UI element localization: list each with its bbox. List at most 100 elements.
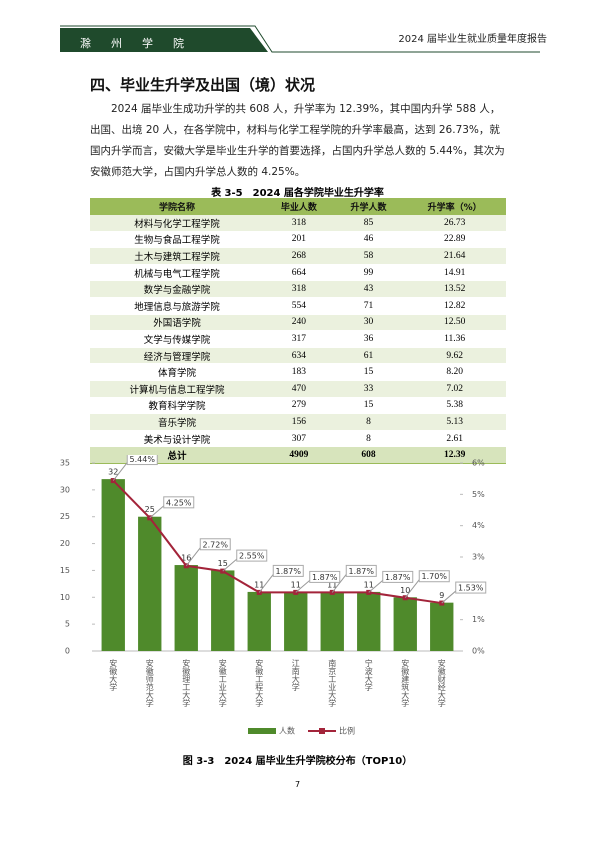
table-cell: 33 xyxy=(333,380,404,398)
x-tick-label: 安徽大学 xyxy=(109,658,118,691)
table-row: 美术与设计学院 307 8 2.61 xyxy=(90,430,506,448)
bar xyxy=(357,591,381,651)
y-tick-label: 25 xyxy=(60,512,70,521)
table-cell: 生物与食品工程学院 xyxy=(90,231,265,249)
table-cell: 5.13 xyxy=(403,413,506,431)
callout-line xyxy=(222,558,238,572)
x-tick-label: 安徽建筑大学 xyxy=(401,658,410,707)
table-caption: 表 3-5 2024 届各学院毕业生升学率 xyxy=(211,188,384,199)
table-cell: 2.61 xyxy=(403,430,506,448)
x-tick-label: 安徽理工大学 xyxy=(182,658,191,707)
table-cell: 21.64 xyxy=(403,247,506,265)
table-cell: 13.52 xyxy=(403,280,506,298)
table-cell: 240 xyxy=(264,314,334,332)
table: 学院名称 毕业人数 升学人数 升学率（%） 材料与化学工程学院 318 85 26.73 生物与… xyxy=(90,198,506,464)
table-cell: 数学与金融学院 xyxy=(90,280,265,298)
line-label: 1.87% xyxy=(349,567,375,576)
table-cell: 8 xyxy=(333,430,404,448)
callout-line xyxy=(149,505,165,519)
legend-swatch xyxy=(248,728,276,734)
y-tick-label: 15 xyxy=(60,566,70,575)
table-cell: 15 xyxy=(333,363,404,381)
bar xyxy=(430,602,454,651)
legend-label: 比例 xyxy=(339,726,355,736)
table-cell: 8 xyxy=(333,413,404,431)
legend-label: 人数 xyxy=(279,726,295,736)
table-cell: 71 xyxy=(333,297,404,315)
y2-tick-label: 6% xyxy=(472,459,485,468)
callout-line xyxy=(112,462,128,481)
table-cell: 664 xyxy=(264,264,334,282)
x-tick-label: 南京工业大学 xyxy=(328,658,337,707)
y-tick-label: 5 xyxy=(65,620,70,629)
callout-line xyxy=(368,580,384,593)
table-row: 音乐学院 156 8 5.13 xyxy=(90,413,506,431)
callout-box xyxy=(382,570,414,583)
table-cell: 7.02 xyxy=(403,380,506,398)
line-label: 1.70% xyxy=(422,572,448,581)
table-cell: 外国语学院 xyxy=(90,314,265,332)
callout-box xyxy=(199,538,231,551)
x-tick-label: 江南大学 xyxy=(291,659,300,691)
table-row: 机械与电气工程学院 664 99 14.91 xyxy=(90,264,506,282)
x-tick-label: 宁波大学 xyxy=(364,658,373,691)
table-cell: 22.89 xyxy=(403,231,506,249)
bar-label: 25 xyxy=(145,505,155,514)
table-cell: 9.62 xyxy=(403,347,506,365)
table-cell: 554 xyxy=(264,297,334,315)
table-cell: 文学与传媒学院 xyxy=(90,330,265,348)
table-row: 材料与化学工程学院 318 85 26.73 xyxy=(90,215,506,232)
column-header: 升学率（%） xyxy=(403,198,506,215)
report-title: 2024 届毕业生就业质量年度报告 xyxy=(398,34,547,45)
chart: 051015202530350%1%2%3%4%5%6%322516151111… xyxy=(60,455,487,736)
column-header: 学院名称 xyxy=(90,198,265,215)
table-cell: 音乐学院 xyxy=(90,413,265,431)
table-row: 文学与传媒学院 317 36 11.36 xyxy=(90,330,506,348)
table-cell: 61 xyxy=(333,347,404,365)
table-cell: 201 xyxy=(264,231,334,249)
bar xyxy=(393,597,417,651)
table-row: 经济与管理学院 634 61 9.62 xyxy=(90,347,506,365)
bar xyxy=(101,479,125,651)
bar-label: 11 xyxy=(364,580,374,589)
table-cell: 156 xyxy=(264,413,334,431)
bar xyxy=(138,516,162,651)
table-cell: 土木与建筑工程学院 xyxy=(90,247,265,265)
table-cell: 318 xyxy=(264,280,334,298)
table-cell: 470 xyxy=(264,380,334,398)
table-cell: 85 xyxy=(333,215,404,232)
table-cell: 教育科学学院 xyxy=(90,397,265,415)
line-label: 2.55% xyxy=(239,552,265,561)
callout-box xyxy=(126,455,158,466)
y2-tick-label: 1% xyxy=(472,615,485,624)
table-row: 教育科学学院 279 15 5.38 xyxy=(90,397,506,415)
legend-swatch xyxy=(319,728,325,734)
callout-line xyxy=(258,574,274,593)
callout-box xyxy=(345,564,377,577)
table-cell: 计算机与信息工程学院 xyxy=(90,380,265,398)
x-tick-label: 安徽师范大学 xyxy=(145,658,154,707)
line-marker xyxy=(366,589,372,595)
line-label: 1.87% xyxy=(385,573,411,582)
bar-label: 11 xyxy=(327,580,337,589)
table-cell: 5.38 xyxy=(403,397,506,415)
bar xyxy=(320,591,344,651)
table-cell: 30 xyxy=(333,314,404,332)
table-cell: 15 xyxy=(333,397,404,415)
table-cell: 8.20 xyxy=(403,363,506,381)
bar-label: 11 xyxy=(254,580,264,589)
line-label: 1.87% xyxy=(276,567,302,576)
table-cell: 608 xyxy=(333,446,404,464)
bar-label: 9 xyxy=(439,591,444,600)
bar-label: 10 xyxy=(400,586,410,595)
x-tick-label: 安徽工程大学 xyxy=(255,658,264,707)
table-cell: 183 xyxy=(264,363,334,381)
table-cell: 12.82 xyxy=(403,297,506,315)
table-cell: 机械与电气工程学院 xyxy=(90,264,265,282)
y-tick-label: 35 xyxy=(60,459,70,468)
table-cell: 58 xyxy=(333,247,404,265)
table-cell: 12.39 xyxy=(403,446,506,464)
bar-label: 16 xyxy=(181,554,191,563)
y-tick-label: 0 xyxy=(65,647,70,656)
line-marker xyxy=(256,589,262,595)
